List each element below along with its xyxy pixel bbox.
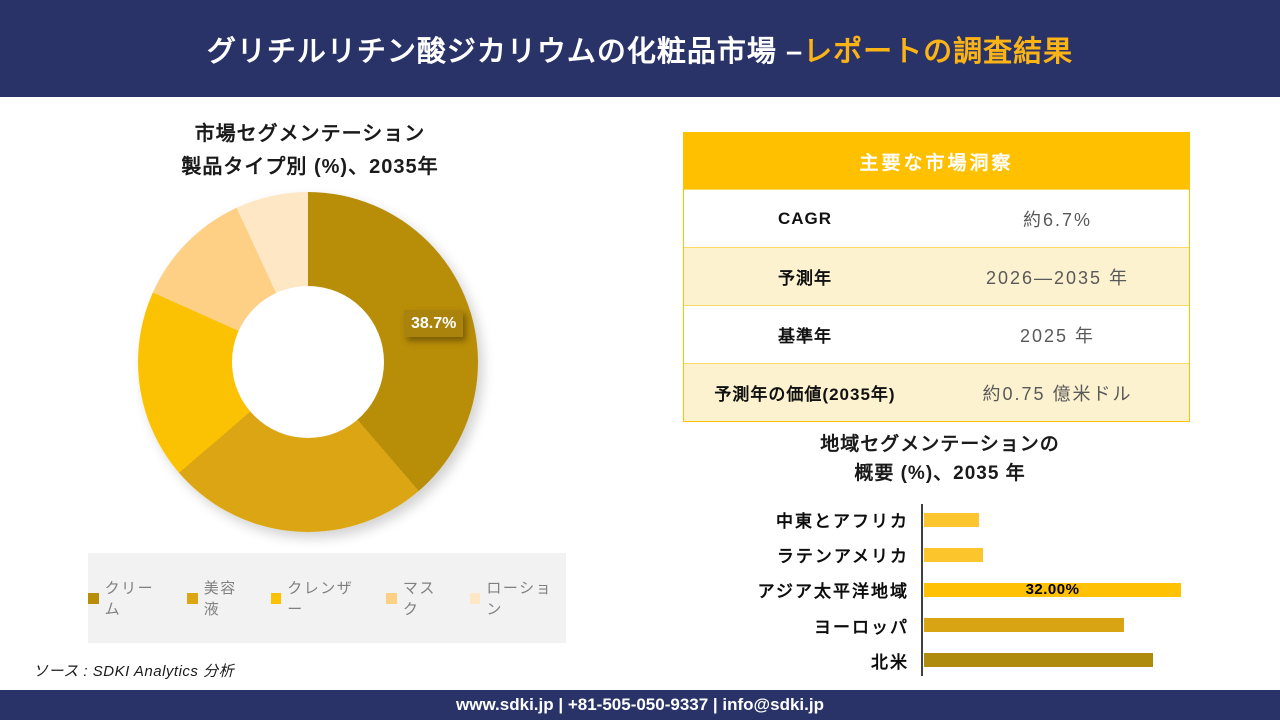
legend-label: クリーム [104, 580, 155, 618]
header-band: グリチルリチン酸ジカリウムの化粧品市場 –レポートの調査結果 [0, 0, 1280, 97]
table-row-cagr: CAGR 約6.7% [684, 189, 1189, 247]
bar-data-label: 32.00% [1025, 581, 1080, 599]
table-row-forecast-years: 予測年 2026—2035 年 [684, 247, 1189, 305]
bar-chart-title: 地域セグメンテーションの 概要 (%)、2035 年 [760, 430, 1120, 488]
row-label: 予測年 [778, 269, 832, 288]
bar-rows: 中東とアフリカ ラテンアメリカアジア太平洋地域 32.00% ヨーロッパ北米 [683, 502, 1190, 678]
bar-row: アジア太平洋地域 32.00% [683, 572, 1190, 607]
legend-label: クレンザー [287, 580, 354, 618]
row-value: 2026—2035 年 [985, 267, 1130, 288]
legend-label: 美容液 [203, 580, 237, 618]
donut-hole [232, 286, 384, 438]
donut-chart [138, 192, 478, 532]
donut-legend: クリーム 美容液 クレンザー マスク ローション [88, 553, 566, 643]
bar-category-label: 中東とアフリカ [776, 512, 909, 532]
insights-table: 主要な市場洞察 CAGR 約6.7% 予測年 2026—2035 年 基準年 2… [683, 132, 1190, 422]
row-value: 2025 年 [1019, 325, 1096, 346]
legend-label: マスク [402, 580, 436, 618]
bar-chart-axis [921, 504, 923, 676]
legend-item: ローション [469, 577, 566, 619]
table-row-forecast-value: 予測年の価値(2035年) 約0.75 億米ドル [684, 363, 1189, 421]
row-label: 基準年 [778, 327, 832, 346]
legend-swatch [386, 592, 397, 604]
insights-table-header: 主要な市場洞察 [684, 133, 1189, 189]
bar-row: ラテンアメリカ [683, 537, 1190, 572]
page-title-main: グリチルリチン酸ジカリウムの化粧品市場 – [206, 35, 804, 68]
table-row-base-year: 基準年 2025 年 [684, 305, 1189, 363]
bar [924, 547, 983, 562]
legend-swatch [88, 592, 99, 604]
legend-item: マスク [386, 577, 451, 619]
legend-label: ローション [486, 580, 553, 618]
bar-category-label: ラテンアメリカ [776, 547, 909, 567]
donut-chart-title: 市場セグメンテーション 製品タイプ別 (%)、2035年 [90, 118, 530, 184]
page-title: グリチルリチン酸ジカリウムの化粧品市場 –レポートの調査結果 [207, 28, 1073, 70]
row-value: 約0.75 億米ドル [982, 383, 1133, 404]
legend-swatch [187, 592, 198, 604]
bar-chart-title-line2: 概要 (%)、2035 年 [854, 463, 1026, 484]
donut-chart-title-line2: 製品タイプ別 (%)、2035年 [181, 156, 439, 178]
legend-item: 美容液 [187, 577, 252, 619]
donut-data-label: 38.7% [404, 310, 464, 337]
bar-category-label: ヨーロッパ [814, 617, 909, 637]
bar-chart-title-line1: 地域セグメンテーションの [820, 434, 1060, 455]
row-label: CAGR [777, 208, 833, 228]
bar [924, 618, 1124, 633]
footer-contact-text: www.sdki.jp | +81-505-050-9337 | info@sd… [456, 695, 824, 714]
bar-row: ヨーロッパ [683, 608, 1190, 643]
footer-band: www.sdki.jp | +81-505-050-9337 | info@sd… [0, 690, 1280, 720]
row-label: 予測年の価値(2035年) [714, 385, 896, 404]
bar-chart: 中東とアフリカ ラテンアメリカアジア太平洋地域 32.00% ヨーロッパ北米 [683, 502, 1190, 678]
row-value: 約6.7% [1022, 209, 1093, 230]
bar [924, 653, 1153, 668]
bar-row: 中東とアフリカ [683, 502, 1190, 537]
bar [924, 512, 979, 527]
legend-item: クリーム [88, 577, 168, 619]
bar-category-label: アジア太平洋地域 [757, 582, 909, 602]
bar-category-label: 北米 [871, 652, 909, 672]
legend-swatch [270, 592, 282, 604]
bar: 32.00% [924, 581, 1181, 599]
source-note: ソース : SDKI Analytics 分析 [33, 663, 235, 680]
donut-chart-title-line1: 市場セグメンテーション [194, 123, 426, 145]
page-title-accent: レポートの調査結果 [803, 35, 1074, 68]
bar-row: 北米 [683, 643, 1190, 678]
legend-swatch [469, 592, 481, 604]
legend-item: クレンザー [270, 577, 368, 619]
